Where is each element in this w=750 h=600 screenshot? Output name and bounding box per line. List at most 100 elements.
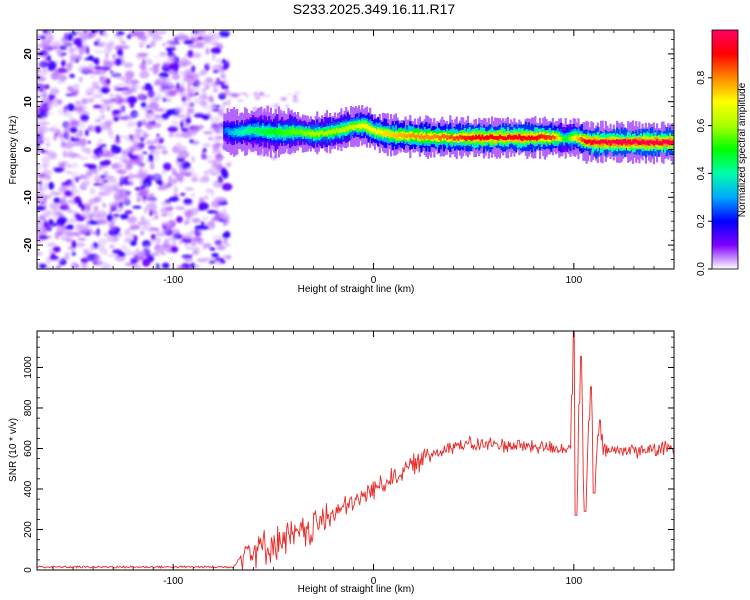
snr-series-line	[37, 331, 674, 570]
noise-blob	[69, 247, 76, 254]
ridge-cell	[590, 140, 593, 146]
noise-blob	[94, 125, 102, 134]
ridge-cell	[271, 129, 274, 134]
noise-blob	[154, 55, 160, 59]
noise-blob	[211, 235, 223, 242]
noise-blob	[95, 37, 101, 42]
noise-blob	[176, 265, 182, 269]
ridge-cell	[462, 135, 465, 140]
spectrogram-ylabel: Frequency (Hz)	[8, 116, 19, 185]
ridge-cell	[495, 136, 498, 140]
noise-blob	[161, 169, 167, 175]
noise-blob	[78, 129, 83, 137]
spectrogram-xlabel: Height of straight line (km)	[298, 284, 415, 295]
noise-blob	[158, 179, 163, 187]
noise-blob	[213, 138, 221, 143]
ridge-cell	[240, 130, 244, 136]
noise-blob	[41, 115, 47, 121]
noise-blob	[177, 114, 185, 119]
noise-blob	[103, 170, 109, 176]
ridge-cell	[628, 139, 631, 145]
noise-blob	[85, 251, 89, 255]
noise-blob	[37, 221, 42, 225]
noise-blob	[223, 79, 227, 82]
noise-blob	[198, 100, 208, 106]
y-tick-label: 0	[23, 146, 34, 152]
ridge-cell	[269, 128, 272, 135]
noise-blob	[146, 45, 151, 48]
noise-blob	[105, 105, 111, 112]
noise-blob	[209, 220, 215, 226]
y-tick-label: 800	[23, 399, 34, 416]
ridge-cell	[303, 130, 306, 136]
ridge-cell	[433, 134, 436, 139]
noise-blob	[161, 78, 172, 81]
noise-blob	[123, 62, 134, 68]
ridge-cell	[561, 137, 564, 141]
noise-blob	[87, 163, 97, 171]
ridge-cell	[596, 140, 599, 144]
noise-blob	[74, 224, 82, 232]
noise-blob	[109, 40, 115, 47]
noise-blob	[64, 226, 75, 230]
noise-blob	[213, 196, 224, 203]
ridge-cell	[348, 124, 351, 130]
noise-blob	[221, 105, 226, 111]
noise-blob	[138, 172, 149, 180]
noise-blob	[138, 188, 148, 197]
noise-blob	[156, 63, 161, 66]
noise-blob	[50, 191, 60, 196]
ridge-cell	[293, 130, 296, 135]
noise-blob	[198, 225, 209, 231]
noise-blob	[211, 253, 220, 258]
ridge-cell	[378, 130, 381, 134]
noise-blob	[111, 111, 115, 118]
noise-blob	[168, 176, 173, 184]
noise-blob	[114, 138, 121, 145]
noise-blob	[187, 81, 191, 90]
noise-blob	[77, 104, 84, 110]
noise-blob	[213, 125, 222, 133]
noise-blob	[130, 240, 137, 246]
ridge-cell	[660, 141, 663, 146]
ridge-cell	[231, 130, 234, 135]
noise-blob	[85, 129, 89, 137]
noise-blob	[66, 63, 73, 72]
noise-blob	[69, 127, 78, 134]
noise-blob	[44, 220, 48, 229]
ridge-cell	[494, 136, 497, 140]
ridge-cell	[585, 140, 588, 145]
noise-blob	[126, 34, 132, 39]
ridge-cell	[564, 137, 567, 142]
noise-blob	[171, 73, 181, 81]
noise-blob	[66, 103, 75, 112]
noise-blob	[285, 104, 289, 108]
noise-blob	[98, 108, 105, 114]
noise-blob	[45, 266, 53, 269]
noise-blob	[175, 141, 183, 151]
colorbar-label: Normalized spectral amplitude	[737, 82, 748, 217]
noise-blob	[106, 214, 114, 222]
noise-blob	[42, 88, 47, 97]
noise-blob	[102, 261, 107, 265]
ridge-cell	[588, 139, 591, 143]
noise-blob	[43, 45, 53, 52]
noise-blob	[87, 126, 93, 132]
noise-blob	[210, 47, 222, 54]
ridge-cell	[391, 132, 394, 137]
ridge-cell	[335, 127, 338, 133]
noise-blob	[113, 113, 122, 118]
ridge-cell	[470, 136, 473, 141]
noise-blob	[71, 210, 79, 215]
ridge-cell	[486, 135, 489, 141]
noise-blob	[89, 30, 97, 38]
ridge-cell	[591, 140, 595, 145]
ridge-cell	[245, 127, 248, 134]
noise-blob	[81, 225, 89, 234]
noise-blob	[168, 62, 180, 71]
ridge-cell	[277, 128, 280, 135]
ridge-cell	[615, 139, 619, 144]
ridge-cell	[446, 135, 449, 141]
ridge-cell	[639, 140, 643, 145]
noise-blob	[75, 215, 86, 222]
